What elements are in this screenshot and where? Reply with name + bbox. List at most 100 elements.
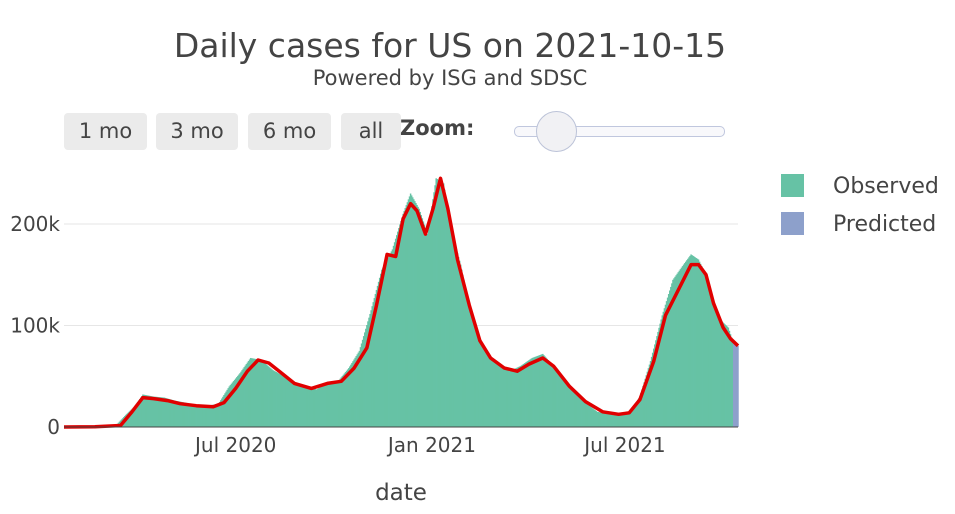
range-button-6mo[interactable]: 6 mo (248, 113, 331, 150)
x-axis-label: date (375, 480, 427, 506)
observed-bar (336, 381, 338, 427)
observed-bar (541, 354, 543, 427)
observed-bar (522, 363, 525, 427)
observed-bar (550, 363, 553, 427)
observed-bar (464, 284, 466, 427)
zoom-slider-track[interactable] (514, 126, 725, 137)
observed-bar (140, 397, 142, 427)
observed-bar (280, 375, 283, 427)
observed-bar (162, 397, 164, 427)
observed-bar (288, 380, 290, 427)
observed-bar (543, 355, 545, 427)
observed-bar (714, 305, 717, 427)
observed-bar (253, 358, 255, 427)
chart-title: Daily cases for US on 2021-10-15 (173, 26, 727, 65)
observed-bar (404, 208, 406, 427)
legend-swatch-predicted[interactable] (781, 212, 804, 235)
observed-bar (421, 218, 424, 427)
observed-bar (366, 325, 368, 427)
observed-bar (471, 315, 474, 427)
observed-bar (213, 404, 216, 427)
observed-bar (338, 380, 340, 427)
observed-bar (302, 385, 304, 427)
observed-bar (343, 373, 346, 427)
observed-bar (506, 370, 509, 427)
observed-bar (193, 405, 195, 427)
observed-bar (306, 386, 308, 427)
observed-bar (182, 402, 185, 427)
observed-bar (234, 378, 237, 427)
observed-bar (414, 201, 416, 427)
observed-bar (351, 362, 353, 427)
zoom-slider-handle[interactable] (535, 111, 577, 152)
observed-bar (706, 278, 708, 427)
observed-bar (642, 385, 644, 427)
observed-bar (392, 245, 395, 427)
observed-bar (538, 355, 541, 427)
observed-bar (406, 202, 409, 427)
observed-bar (645, 375, 648, 427)
range-button-3mo[interactable]: 3 mo (156, 113, 238, 150)
observed-bar (358, 350, 361, 427)
observed-bar (312, 388, 315, 427)
observed-bar (317, 388, 319, 427)
x-tick-label: Jul 2020 (193, 433, 276, 457)
predicted-bar (733, 341, 735, 427)
observed-bar (660, 319, 662, 427)
observed-bar (438, 180, 441, 427)
observed-bar (661, 315, 664, 427)
observed-bar (151, 396, 154, 427)
observed-bar (318, 388, 320, 427)
observed-bar (632, 406, 635, 427)
observed-bar (579, 398, 581, 427)
observed-bar (292, 383, 295, 427)
observed-bar (307, 387, 309, 427)
observed-bar (326, 382, 329, 427)
observed-bar (717, 311, 719, 427)
observed-bar (231, 382, 234, 427)
observed-bar (260, 360, 263, 427)
observed-bar (531, 357, 533, 427)
observed-bar (537, 355, 540, 427)
observed-bar (573, 392, 575, 427)
legend-label-observed[interactable]: Observed (833, 174, 939, 199)
observed-bar (507, 370, 510, 427)
observed-bar (423, 224, 426, 427)
observed-bar (210, 405, 212, 427)
observed-bar (223, 395, 225, 427)
observed-bar (220, 400, 222, 427)
observed-bar (671, 283, 673, 427)
observed-bar (557, 372, 559, 427)
observed-bar (664, 304, 667, 427)
observed-bar (715, 308, 718, 427)
range-button-1mo[interactable]: 1 mo (64, 113, 147, 150)
observed-bar (520, 365, 523, 427)
observed-bar (627, 412, 629, 427)
observed-bar (400, 220, 402, 427)
observed-bar (484, 349, 486, 427)
observed-bar (730, 337, 733, 427)
observed-bar (547, 360, 549, 427)
observed-bar (517, 367, 520, 427)
observed-bar (490, 358, 493, 427)
observed-bar (439, 181, 442, 427)
observed-bar (163, 397, 165, 427)
observed-bar (548, 361, 550, 427)
observed-bar (431, 206, 433, 427)
legend-label-predicted[interactable]: Predicted (833, 212, 936, 237)
range-button-all[interactable]: all (341, 113, 401, 150)
observed-bar (170, 399, 173, 427)
observed-bar (578, 397, 580, 427)
observed-bar (360, 343, 363, 427)
observed-bar (629, 411, 632, 427)
observed-bar (567, 386, 570, 427)
observed-bar (303, 386, 305, 427)
y-tick-label: 200k (10, 212, 60, 236)
observed-bar (285, 377, 287, 427)
observed-bar (651, 352, 654, 427)
observed-bar (270, 368, 272, 427)
observed-bar (673, 278, 675, 427)
observed-bar (240, 371, 242, 427)
legend-swatch-observed[interactable] (781, 174, 804, 197)
observed-bar (432, 199, 434, 427)
